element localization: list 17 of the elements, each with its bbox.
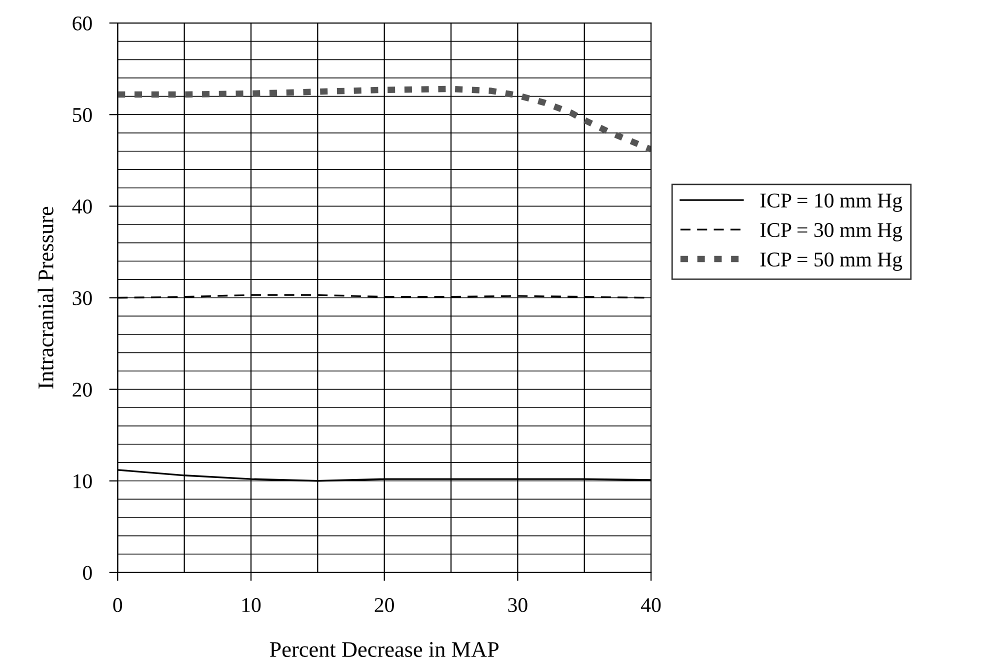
legend-label: ICP = 10 mm Hg (760, 194, 902, 212)
legend-label: ICP = 50 mm Hg (760, 252, 902, 271)
x-tick-label: 40 (641, 598, 661, 612)
y-tick-label: 50 (73, 108, 92, 122)
y-axis-title: Intracranial Pressure (38, 206, 54, 389)
y-tick-label: 60 (72, 16, 92, 30)
y-tick-label: 20 (72, 382, 92, 397)
legend-label: ICP = 30 mm Hg (760, 223, 902, 242)
y-tick-label: 30 (72, 291, 92, 306)
x-tick-label: 10 (242, 598, 261, 612)
y-tick-label: 0 (83, 566, 92, 580)
y-tick-label: 40 (72, 200, 92, 214)
x-tick-label: 0 (113, 598, 122, 612)
y-tick-label: 10 (74, 474, 92, 488)
x-tick-label: 30 (508, 598, 528, 612)
x-tick-label: 20 (374, 598, 394, 612)
x-axis-title: Percent Decrease in MAP (270, 642, 499, 657)
